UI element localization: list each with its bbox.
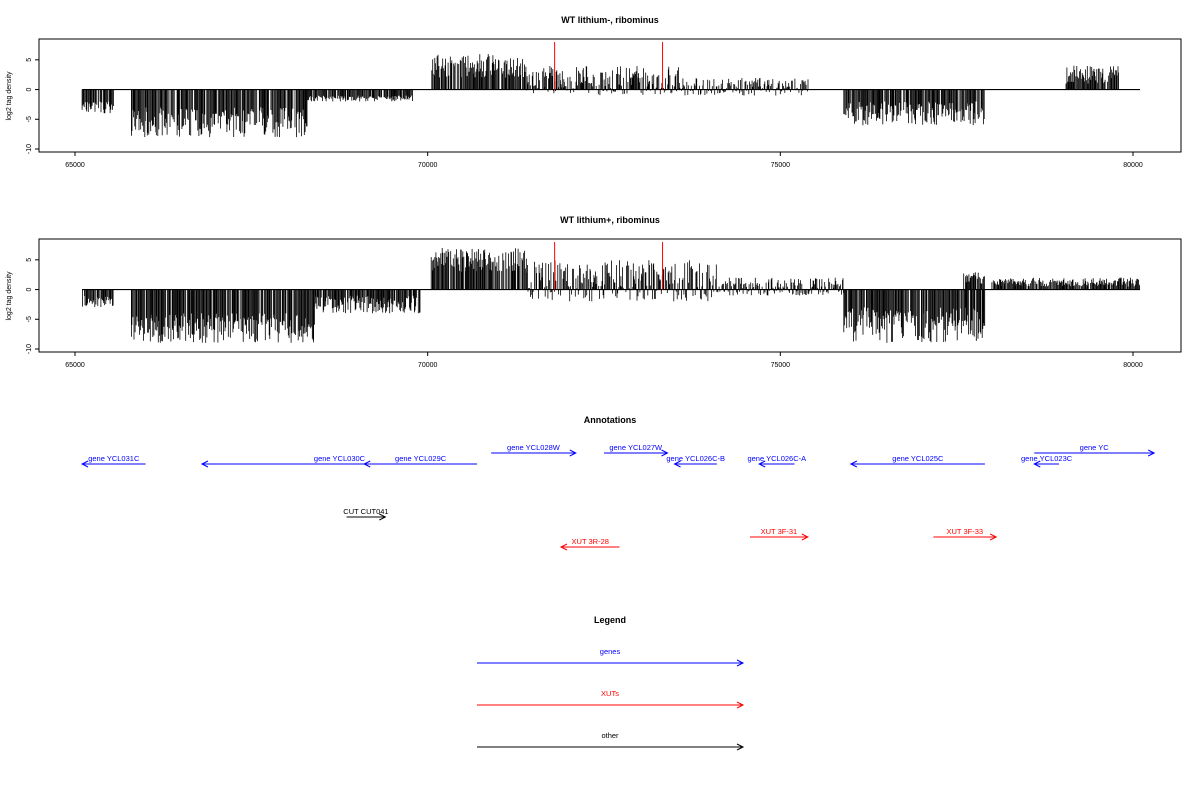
- legend-entry: XUTs: [477, 689, 745, 709]
- feature-label: gene YCL026C-B: [666, 454, 725, 463]
- feature-arrow: CUT CUT041: [343, 507, 389, 521]
- coverage-bars: [82, 248, 1140, 343]
- feature-arrow: gene YC: [1034, 443, 1156, 457]
- annotations-title: Annotations: [584, 415, 637, 425]
- y-tick-label: 0: [26, 288, 33, 292]
- feature-label: gene YCL023C: [1021, 454, 1073, 463]
- legend-label: other: [601, 731, 619, 740]
- axes: -10 -5 0 5 65000 70000 75000 80000: [26, 42, 1143, 169]
- x-tick-label: 70000: [418, 162, 438, 169]
- feature-label: gene YCL027W: [609, 443, 663, 452]
- x-tick-label: 75000: [771, 362, 791, 369]
- feature-label: XUT 3F-33: [947, 527, 984, 536]
- feature-arrow: XUT 3R-28: [559, 537, 620, 551]
- feature-label: gene YCL028W: [507, 443, 561, 452]
- feature-arrow: gene YCL031C: [80, 454, 146, 468]
- coverage-bars: [81, 54, 1119, 138]
- feature-label: gene YCL031C: [88, 454, 140, 463]
- legend: Legend genes XUTs other: [477, 615, 745, 751]
- feature-arrow: gene YCL025C: [849, 454, 985, 468]
- feature-label: CUT CUT041: [343, 507, 388, 516]
- feature-label: gene YC: [1080, 443, 1110, 452]
- legend-title: Legend: [594, 615, 626, 625]
- feature-label: gene YCL026C-A: [747, 454, 806, 463]
- feature-arrow: gene YCL026C-B: [666, 454, 725, 468]
- plot-frame: [38, 238, 1182, 353]
- x-tick-label: 70000: [418, 362, 438, 369]
- feature-arrow: gene YCL023C: [1021, 454, 1073, 468]
- feature-arrow: gene YCL029C: [363, 454, 478, 468]
- x-tick-label: 65000: [65, 162, 85, 169]
- x-tick-label: 65000: [65, 362, 85, 369]
- feature-arrow: gene YCL027W: [604, 443, 669, 457]
- y-tick-label: -10: [26, 144, 33, 154]
- legend-label: XUTs: [601, 689, 619, 698]
- panel-title: WT lithium+, ribominus: [560, 215, 660, 225]
- feature-label: XUT 3R-28: [572, 537, 609, 546]
- feature-arrow: gene YCL028W: [491, 443, 577, 457]
- y-tick-label: 5: [26, 58, 33, 62]
- feature-label: gene YCL025C: [892, 454, 944, 463]
- axes: -10 -5 0 5 65000 70000 75000 80000: [26, 242, 1143, 369]
- x-tick-label: 80000: [1123, 362, 1143, 369]
- legend-entry: genes: [477, 647, 745, 667]
- coverage-panel-lithium-plus: WT lithium+, ribominus log2 tag density …: [6, 215, 1182, 369]
- feature-arrow: XUT 3F-33: [933, 527, 998, 541]
- panel-title: WT lithium-, ribominus: [561, 15, 659, 25]
- y-tick-label: -10: [26, 344, 33, 354]
- x-tick-label: 80000: [1123, 162, 1143, 169]
- y-tick-label: 0: [26, 88, 33, 92]
- coverage-panel-lithium-minus: WT lithium-, ribominus log2 tag density …: [6, 15, 1182, 169]
- legend-entry: other: [477, 731, 745, 751]
- plot-frame: [38, 38, 1182, 153]
- feature-label: gene YCL030C: [314, 454, 366, 463]
- legend-label: genes: [600, 647, 621, 656]
- y-axis-label: log2 tag density: [6, 271, 13, 321]
- feature-arrow: gene YCL026C-A: [747, 454, 806, 468]
- feature-label: XUT 3F-31: [761, 527, 798, 536]
- y-tick-label: -5: [26, 316, 33, 322]
- feature-arrow: XUT 3F-31: [750, 527, 809, 541]
- y-tick-label: 5: [26, 258, 33, 262]
- x-tick-label: 75000: [771, 162, 791, 169]
- annotations-track: Annotations gene YCL031C gene YCL030C gene…: [80, 415, 1156, 551]
- feature-label: gene YCL029C: [395, 454, 447, 463]
- y-axis-label: log2 tag density: [6, 71, 13, 121]
- y-tick-label: -5: [26, 116, 33, 122]
